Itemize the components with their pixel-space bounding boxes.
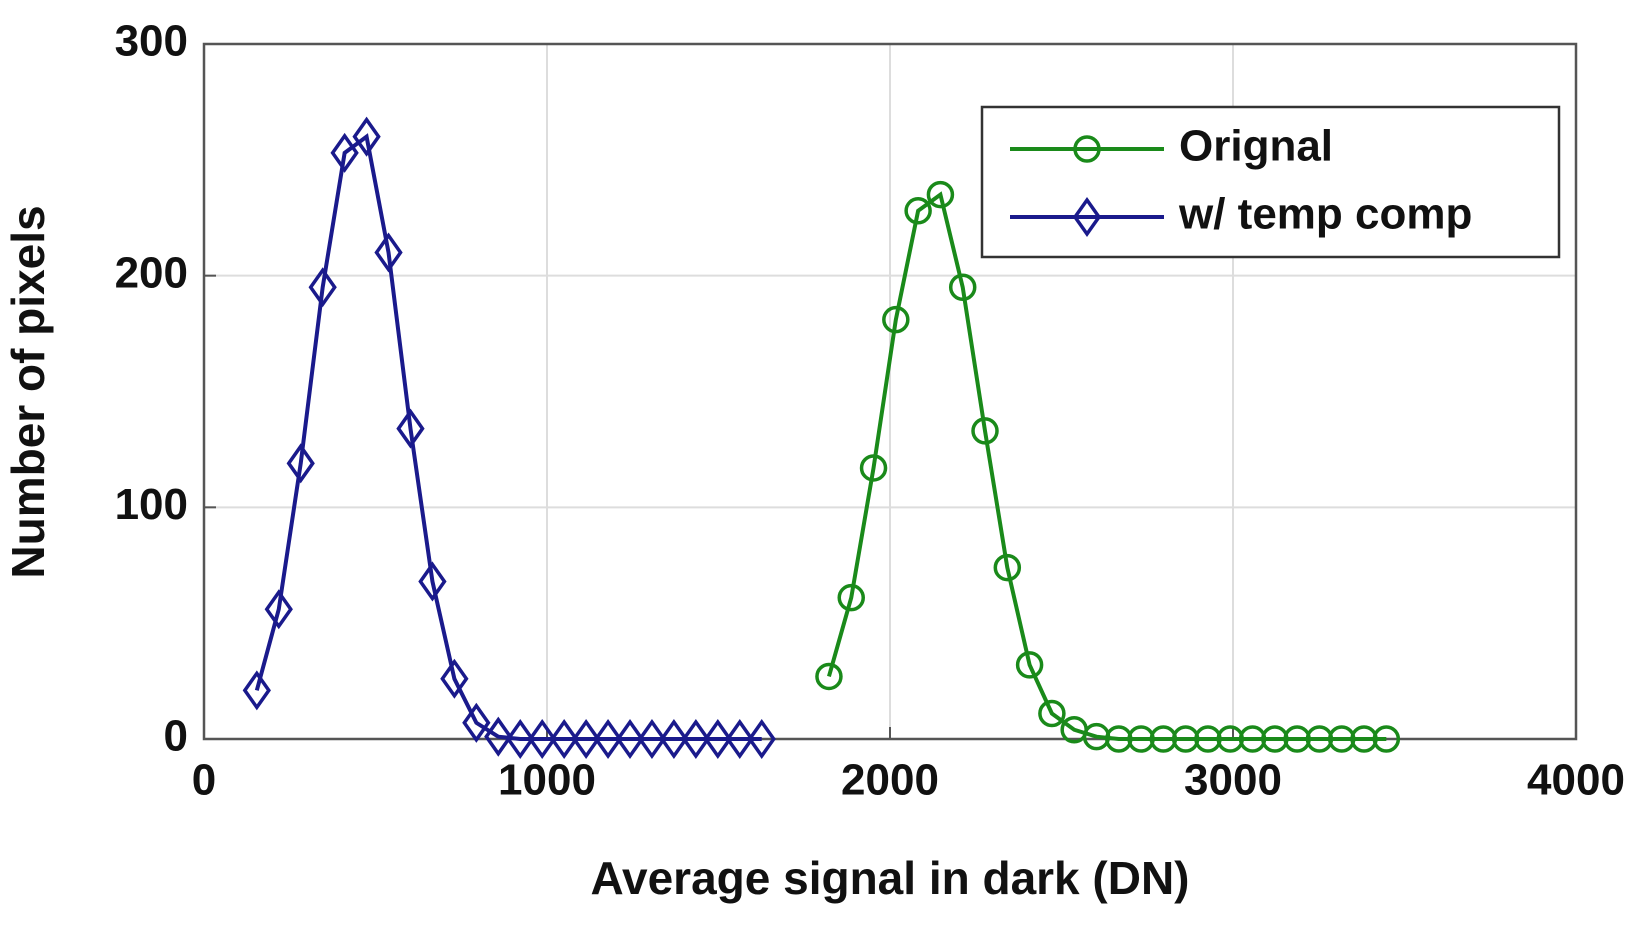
point (1015, 651, 1044, 679)
point (352, 116, 381, 157)
legend-marker (1073, 135, 1101, 163)
y-axis-label: Number of pixels (2, 205, 54, 578)
point (242, 670, 271, 711)
point (659, 718, 689, 760)
point (971, 417, 999, 445)
point (330, 132, 359, 173)
point (264, 589, 293, 630)
point (462, 702, 491, 743)
point (1038, 699, 1066, 728)
point (550, 718, 579, 760)
point (571, 718, 601, 760)
point (993, 553, 1022, 582)
y-tick-label: 100 (115, 480, 188, 529)
point (374, 232, 403, 273)
x-tick-label: 3000 (1184, 756, 1282, 805)
x-tick-label: 0 (192, 756, 216, 805)
legend-box (980, 105, 1561, 259)
x-tick-label: 2000 (841, 756, 939, 805)
x-tick-label: 4000 (1527, 756, 1625, 805)
point (637, 718, 667, 760)
point (904, 197, 932, 225)
point (396, 408, 425, 449)
point (484, 716, 513, 757)
axes-box (202, 42, 1578, 741)
y-tick-label: 0 (164, 712, 188, 761)
point (926, 180, 955, 209)
legend-marker (1072, 196, 1102, 238)
point (506, 718, 535, 760)
y-tick-label: 300 (115, 17, 188, 66)
point (815, 662, 843, 691)
point (882, 305, 910, 334)
point (528, 718, 557, 760)
legend-label: w/ temp comp (1178, 190, 1472, 239)
y-tick-label: 200 (115, 248, 188, 297)
point (859, 454, 888, 482)
point (308, 267, 337, 308)
point (948, 273, 977, 301)
x-tick-label: 1000 (498, 756, 596, 805)
point (418, 561, 447, 602)
point (725, 718, 754, 760)
x-axis-label: Average signal in dark (DN) (590, 852, 1189, 904)
point (703, 718, 732, 760)
point (593, 718, 623, 760)
point (837, 583, 865, 612)
legend-label: Orignal (1179, 122, 1333, 171)
point (1372, 725, 1401, 753)
point (440, 658, 469, 699)
point (615, 718, 645, 760)
point (681, 718, 711, 760)
point (747, 718, 776, 760)
point (286, 443, 315, 484)
